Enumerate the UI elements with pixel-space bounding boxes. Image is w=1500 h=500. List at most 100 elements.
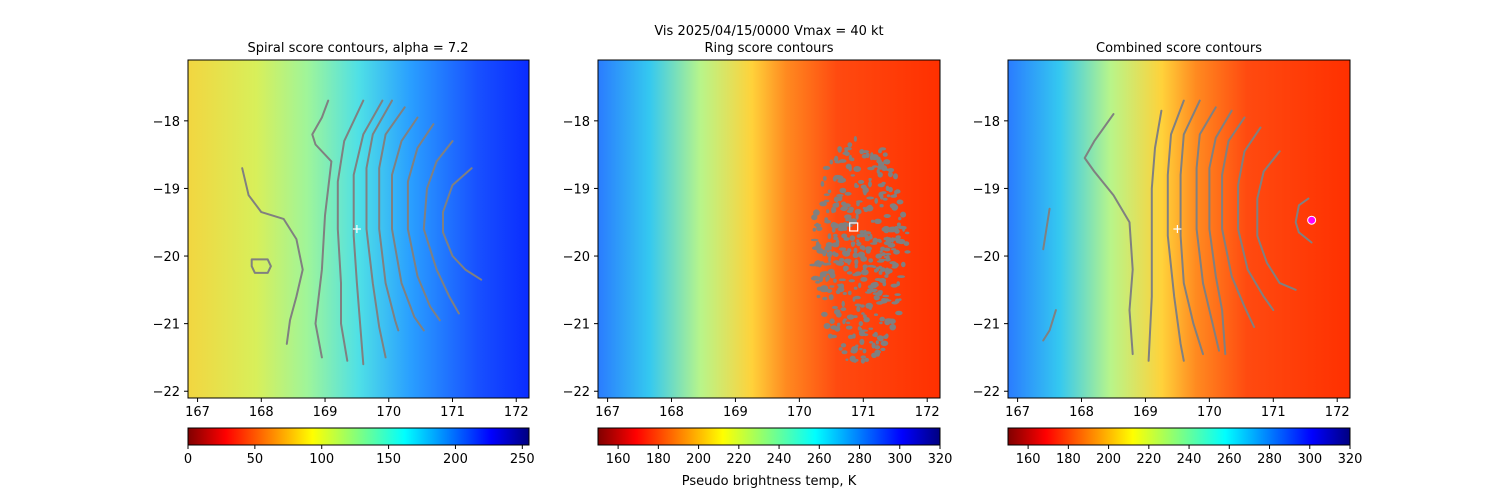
colorbar-combined: 160 180 200 220 240 260 280 300 320 (1007, 427, 1363, 467)
ring-score-blob (832, 305, 838, 310)
ring-score-blob (833, 278, 837, 283)
contour-spiral-arc-2 (1147, 109, 1163, 362)
ring-score-blob (859, 347, 863, 351)
ring-score-blob (833, 309, 841, 315)
ring-score-blob (853, 295, 861, 300)
ring-score-blob (835, 202, 839, 206)
colorbar-tick-label: 280 (1257, 452, 1282, 467)
ring-score-blob (894, 228, 900, 234)
panel-combined-frame (1007, 59, 1351, 399)
ring-score-blob (896, 199, 904, 205)
contour-spiral-arc-4 (365, 99, 393, 359)
ring-score-blob (818, 248, 823, 253)
y-tick-label: −21 (153, 318, 180, 333)
ring-score-blob (862, 189, 866, 194)
colorbar-tick-label: 200 (443, 452, 468, 467)
y-tick-label: −20 (153, 250, 180, 265)
contour-spiral-arc-6 (391, 116, 425, 332)
ring-score-blob (818, 275, 824, 283)
colorbar-tick-label: 200 (1096, 452, 1121, 467)
ring-score-blob (871, 342, 876, 349)
colorbar-tick-label: 300 (887, 452, 912, 467)
ring-score-blob (859, 149, 865, 155)
ring-score-blob (812, 246, 820, 251)
ring-score-blob (847, 259, 851, 265)
panel-ring-contours (809, 136, 911, 364)
ring-score-blob (874, 197, 878, 204)
contour-spiral-arc-3 (1166, 99, 1185, 362)
x-tick-label: 169 (313, 405, 338, 420)
contour-inner-spiral (241, 167, 304, 345)
ring-score-blob (860, 355, 866, 359)
ring-score-blob (842, 151, 850, 156)
ring-score-blob (871, 352, 878, 358)
ring-score-blob (862, 314, 867, 319)
x-tick-label: 169 (1133, 405, 1158, 420)
best-score-marker (1307, 215, 1317, 225)
panel-spiral-markers (352, 225, 361, 233)
ring-score-blob (883, 241, 892, 246)
ring-score-blob (893, 173, 898, 180)
ring-score-blob (852, 273, 859, 277)
ring-score-blob (868, 327, 874, 330)
ring-score-blob (829, 318, 835, 325)
ring-score-blob (837, 283, 844, 287)
ring-score-blob (861, 312, 865, 315)
ring-score-blob (830, 325, 838, 330)
ring-score-blob (877, 172, 883, 178)
ring-score-blob (880, 340, 889, 347)
y-tick-label: −21 (973, 318, 1000, 333)
ring-score-blob (875, 340, 879, 345)
x-tick-label: 171 (851, 405, 876, 420)
contour-spiral-arc-7 (1221, 116, 1256, 328)
ring-score-blob (831, 227, 836, 233)
contour-spiral-arc-10 (1294, 197, 1313, 244)
colorbar-ring-ticks: 160 180 200 220 240 260 280 300 320 (606, 445, 952, 467)
ring-score-blob (848, 154, 853, 161)
y-tick-label: −20 (973, 250, 1000, 265)
ring-score-blob (846, 271, 853, 275)
ring-score-blob (848, 290, 852, 296)
ring-score-blob (858, 179, 865, 184)
ring-score-blob (843, 267, 848, 272)
y-tick-label: −22 (973, 385, 1000, 400)
x-tick-label: 171 (1261, 405, 1286, 420)
ring-score-blob (813, 209, 820, 216)
ring-score-blob (862, 264, 868, 269)
panel-combined-title: Combined score contours (1096, 41, 1262, 56)
ring-score-blob (828, 256, 831, 263)
ring-score-blob (854, 184, 859, 188)
ring-score-blob (875, 283, 879, 287)
ring-score-blob (885, 333, 889, 339)
ring-score-blob (847, 334, 854, 340)
contour-spiral-arc-9 (1256, 150, 1297, 291)
ring-score-blob (848, 279, 855, 283)
y-tick-label: −19 (563, 182, 590, 197)
ring-score-blob (833, 233, 838, 238)
ring-score-blob (874, 218, 882, 224)
ring-score-blob (827, 189, 832, 194)
ring-score-blob (832, 251, 836, 257)
contour-spiral-arc-7 (406, 123, 441, 322)
ring-score-blob (878, 149, 882, 154)
ring-score-blob (812, 227, 816, 232)
ring-score-blob (875, 238, 882, 242)
ring-score-blob (842, 292, 847, 295)
y-tick-label: −20 (563, 250, 590, 265)
ring-score-blob (860, 277, 868, 282)
ring-score-blob (858, 327, 863, 331)
ring-score-blob (873, 332, 878, 337)
x-tick-label: 169 (723, 405, 748, 420)
x-tick-label: 167 (595, 405, 620, 420)
contour-spiral-arc-9 (442, 167, 483, 281)
ring-score-blob (827, 251, 833, 256)
colorbar-tick-label: 320 (1338, 452, 1363, 467)
ring-score-blob (887, 171, 893, 178)
ring-score-blob (886, 194, 891, 198)
ring-score-blob (811, 214, 818, 221)
ring-score-blob (838, 247, 847, 251)
colorbar-spiral: 0 50 100 150 200 250 (184, 427, 535, 467)
ring-score-blob (860, 358, 866, 364)
x-tick-label: 167 (185, 405, 210, 420)
